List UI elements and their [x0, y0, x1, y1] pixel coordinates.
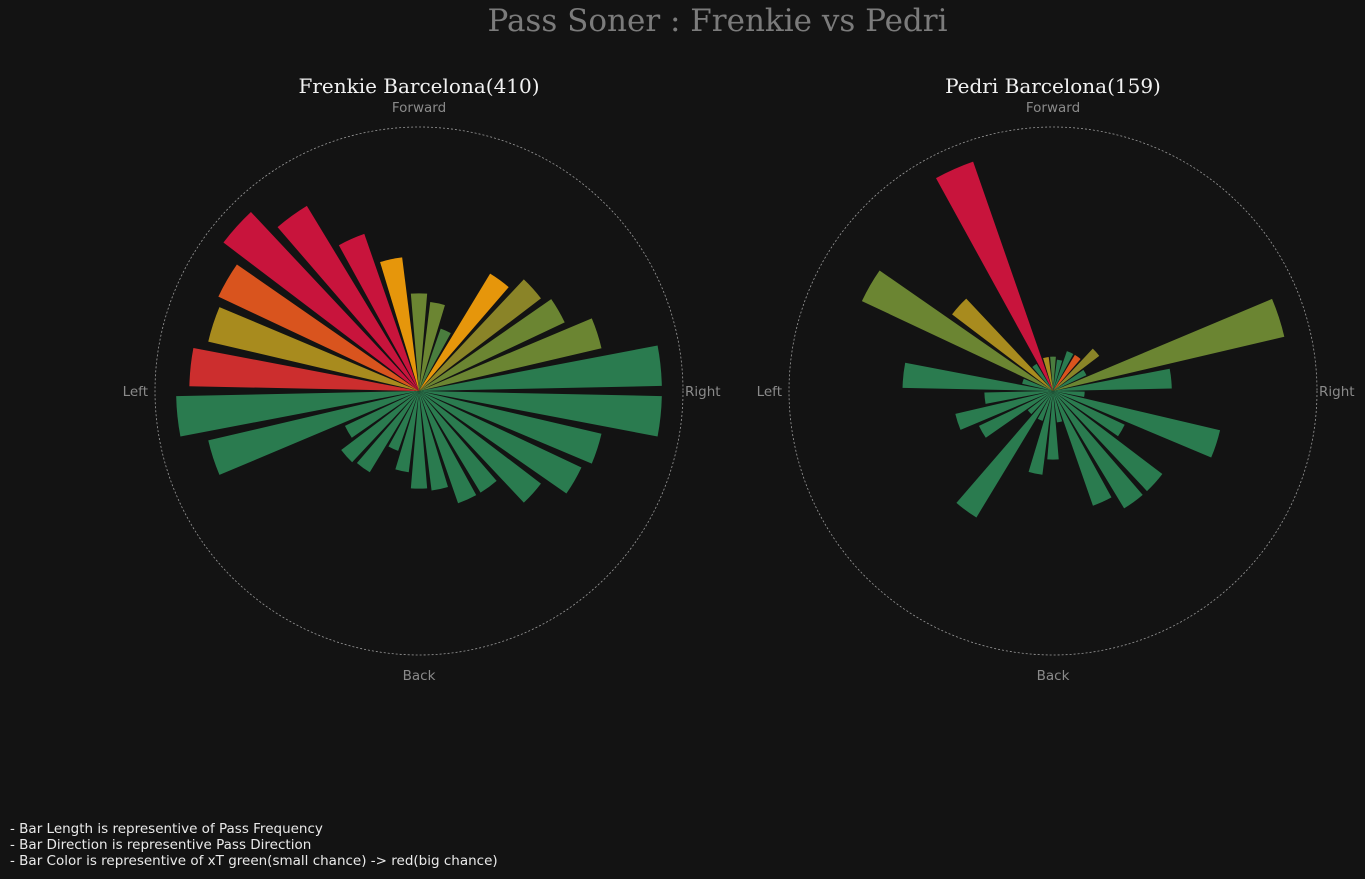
frenkie-sonar-bar-19 [341, 391, 419, 463]
pedri-sonar-bar-13 [1053, 391, 1112, 506]
pedri-sonar-bar-14 [1053, 391, 1063, 423]
pedri-sonar-bar-22 [984, 391, 1053, 404]
figure-title: Pass Soner : Frenkie vs Pedri [487, 3, 948, 39]
pedri-sonar-bar-11 [1053, 391, 1163, 492]
frenkie-sonar-bar-5 [419, 299, 565, 391]
frenkie-back-label: Back [403, 668, 436, 684]
frenkie-sonar-bar-28 [338, 233, 419, 391]
note-bar-length: - Bar Length is representive of Pass Fre… [10, 821, 323, 837]
frenkie-right-label: Right [685, 384, 721, 400]
frenkie-sonar-bar-26 [223, 212, 419, 391]
pedri-sonar-bar-9 [1053, 391, 1221, 458]
frenkie-sonar-bar-12 [419, 391, 497, 493]
frenkie-sonar-bar-13 [419, 391, 477, 504]
pedri-sonar-bar-25 [861, 270, 1053, 391]
pedri-sonar-bar-8 [1053, 391, 1085, 397]
pedri-sonar-bar-3 [1053, 354, 1081, 391]
pedri-sonar-bar-10 [1053, 391, 1125, 437]
pedri-sonar-bar-16 [1028, 391, 1053, 475]
pedri-sonar-bar-19 [1027, 391, 1053, 415]
pedri-sonar-bar-4 [1053, 348, 1100, 391]
pedri-sonar-bar-26 [952, 298, 1053, 391]
frenkie-sonar-bar-25 [218, 264, 419, 391]
frenkie-bars [176, 205, 662, 504]
pedri-sonar-bar-17 [1037, 391, 1053, 421]
pedri-sonar-bar-6 [1053, 298, 1285, 391]
pedri-sonar-bar-27 [1032, 363, 1053, 391]
pedri-sonar-bar-15 [1047, 391, 1059, 460]
frenkie-sonar-bar-6 [419, 318, 602, 391]
frenkie-outer-ring [154, 126, 684, 656]
frenkie-sonar-bar-11 [419, 391, 541, 503]
pedri-sonar-bar-24 [1022, 378, 1053, 391]
pedri-right-label: Right [1319, 384, 1355, 400]
pedri-outer-ring [788, 126, 1318, 656]
pedri-sonar-bar-1 [1053, 359, 1063, 391]
pedri-chart-title: Pedri Barcelona(159) [945, 74, 1161, 98]
pedri-left-label: Left [757, 384, 782, 400]
pedri-sonar-bar-28 [935, 161, 1053, 391]
frenkie-sonar-bar-24 [208, 307, 419, 391]
pedri-bars [861, 161, 1285, 518]
pedri-sonar-bar-2 [1053, 351, 1074, 391]
frenkie-sonar-bar-27 [277, 205, 419, 391]
frenkie-sonar-bar-18 [356, 391, 419, 473]
frenkie-sonar-bar-7 [419, 345, 662, 391]
note-bar-direction: - Bar Direction is representive Pass Dir… [10, 837, 312, 853]
frenkie-sonar-bar-22 [176, 391, 419, 437]
pedri-sonar-bar-12 [1053, 391, 1143, 509]
pedri-sonar-bar-21 [955, 391, 1053, 430]
pedri-sonar-bar-18 [956, 391, 1053, 518]
frenkie-sonar-bar-20 [344, 391, 419, 438]
frenkie-sonar-bar-23 [189, 347, 419, 391]
frenkie-sonar-bar-21 [208, 391, 419, 475]
pedri-sonar-bar-5 [1053, 369, 1087, 391]
pedri-sonar-bar-20 [978, 391, 1053, 438]
pedri-sonar-bar-29 [1043, 356, 1053, 391]
frenkie-left-label: Left [123, 384, 148, 400]
pedri-sonar-bar-7 [1053, 368, 1172, 391]
frenkie-forward-label: Forward [392, 100, 446, 116]
pedri-sonar: Forward Right Back Left [757, 100, 1355, 684]
frenkie-sonar-bar-1 [419, 301, 445, 391]
frenkie-sonar-bar-14 [419, 391, 448, 491]
pedri-forward-label: Forward [1026, 100, 1080, 116]
frenkie-sonar-bar-29 [380, 257, 419, 391]
note-bar-color: - Bar Color is representive of xT green(… [10, 853, 498, 869]
frenkie-sonar-bar-4 [419, 279, 541, 391]
frenkie-sonar: Forward Right Back Left [123, 100, 721, 684]
legend-notes: - Bar Length is representive of Pass Fre… [10, 821, 498, 869]
frenkie-sonar-bar-10 [419, 391, 582, 494]
frenkie-sonar-bar-2 [419, 328, 451, 391]
frenkie-sonar-bar-8 [419, 391, 662, 437]
frenkie-sonar-bar-0 [410, 293, 428, 391]
frenkie-sonar-bar-3 [419, 273, 509, 391]
pedri-back-label: Back [1037, 668, 1070, 684]
pedri-sonar-bar-23 [902, 362, 1053, 391]
frenkie-sonar-bar-15 [410, 391, 428, 489]
frenkie-chart-title: Frenkie Barcelona(410) [298, 74, 540, 98]
frenkie-sonar-bar-16 [395, 391, 419, 473]
frenkie-sonar-bar-9 [419, 391, 602, 464]
frenkie-sonar-bar-17 [388, 391, 419, 451]
pedri-sonar-bar-0 [1050, 356, 1056, 391]
